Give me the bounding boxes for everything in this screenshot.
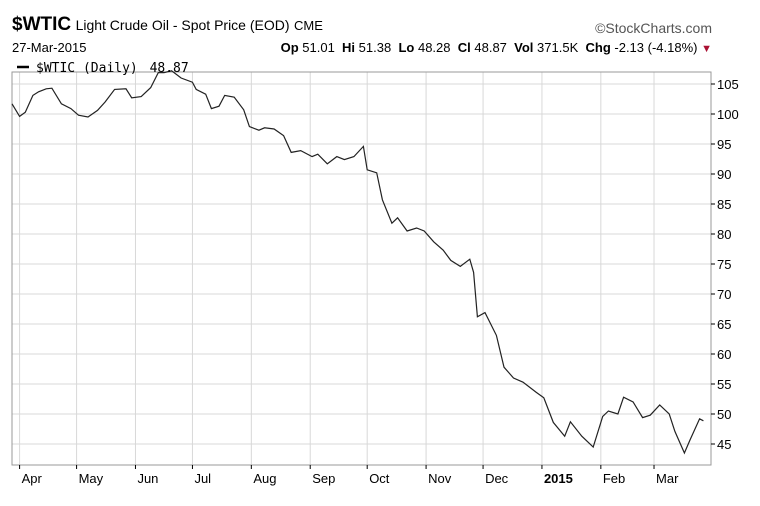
plot-frame (11, 71, 712, 466)
x-tick-label: 2015 (544, 471, 573, 486)
symbol-description: Light Crude Oil - Spot Price (EOD) (75, 17, 290, 33)
y-tick-label: 45 (717, 437, 731, 452)
y-tick-label: 90 (717, 167, 731, 182)
x-tick-label: Nov (428, 471, 452, 486)
y-tick-label: 55 (717, 377, 731, 392)
volume-value: 371.5K (537, 40, 579, 55)
x-tick-label: Apr (22, 471, 43, 486)
low-label: Lo (398, 40, 415, 55)
high-value: 51.38 (358, 40, 392, 55)
exchange: CME (293, 18, 323, 33)
y-tick-label: 60 (717, 347, 731, 362)
symbol: $WTIC (12, 14, 72, 35)
legend-label: $WTIC (Daily) 48.87 (36, 61, 189, 76)
quote-date: 27-Mar-2015 (12, 40, 87, 55)
x-tick-label: Oct (369, 471, 390, 486)
y-tick-label: 65 (717, 317, 731, 332)
change-label: Chg (585, 40, 611, 55)
x-tick-label: Feb (603, 471, 625, 486)
y-tick-label: 85 (717, 197, 731, 212)
open-value: 51.01 (302, 40, 335, 55)
volume-label: Vol (514, 40, 534, 55)
y-tick-label: 105 (717, 77, 739, 92)
x-tick-label: Mar (656, 471, 679, 486)
quote-bar: 27-Mar-2015 Op 51.01 Hi 51.38 Lo 48.28 C… (12, 40, 712, 56)
y-tick-label: 95 (717, 137, 731, 152)
chart-header: $WTIC Light Crude Oil - Spot Price (EOD)… (12, 14, 323, 40)
down-arrow-icon: ▼ (701, 43, 712, 55)
x-tick-label: Dec (485, 471, 509, 486)
close-label: Cl (457, 40, 471, 55)
close-value: 48.87 (474, 40, 507, 55)
x-axis: Apr May Jun Jul Aug Sep Oct Nov Dec 2015 Feb Mar (19, 465, 679, 486)
y-axis: 45 50 55 60 65 70 75 80 85 90 95 100 105 (711, 77, 739, 452)
high-label: Hi (342, 40, 356, 55)
brand-watermark: ©StockCharts.com (595, 20, 712, 36)
y-tick-label: 80 (717, 227, 731, 242)
legend: $WTIC (Daily) 48.87 (17, 61, 189, 76)
y-tick-label: 70 (717, 287, 731, 302)
series-line-wtic (11, 70, 704, 455)
x-tick-label: Sep (312, 471, 335, 486)
low-value: 48.28 (417, 40, 451, 55)
y-tick-label: 50 (717, 407, 731, 422)
y-tick-label: 100 (717, 107, 739, 122)
grid (12, 72, 711, 465)
x-tick-label: Jun (137, 471, 158, 486)
x-tick-label: May (79, 471, 104, 486)
x-tick-label: Jul (194, 471, 211, 486)
x-tick-label: Aug (253, 471, 276, 486)
y-tick-label: 75 (717, 257, 731, 272)
change-value: -2.13 (-4.18%) (614, 40, 698, 55)
open-label: Op (280, 40, 299, 55)
quote-values: Op 51.01 Hi 51.38 Lo 48.28 Cl 48.87 Vol … (281, 40, 712, 55)
